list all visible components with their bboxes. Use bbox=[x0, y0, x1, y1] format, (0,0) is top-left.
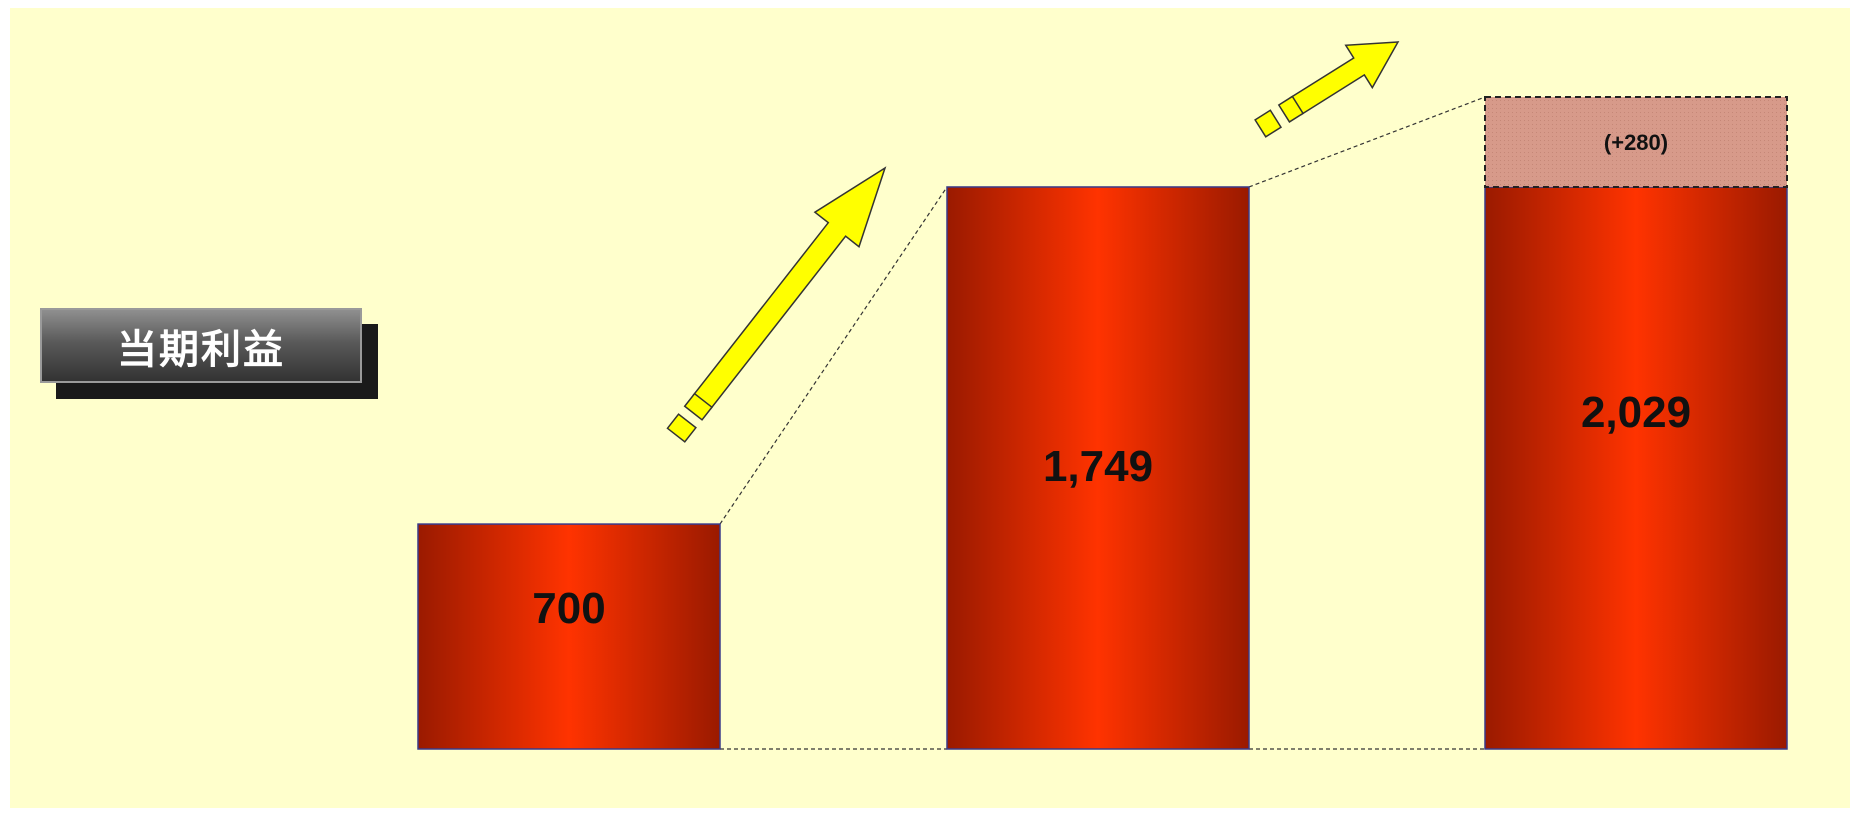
increment-label: (+280) bbox=[1604, 130, 1668, 155]
arrow-tail-dash bbox=[1277, 95, 1305, 123]
bar-2 bbox=[946, 186, 1250, 750]
profit-label: 当期利益 bbox=[40, 308, 362, 383]
bar-1 bbox=[417, 523, 721, 750]
growth-arrow-1 bbox=[666, 166, 887, 443]
data-labels: (+280) 700 1,749 2,029 bbox=[532, 130, 1691, 633]
growth-arrows bbox=[666, 41, 1400, 443]
bar-value-label: 1,749 bbox=[1043, 442, 1153, 491]
top-connector bbox=[1248, 96, 1486, 188]
bar-value-label: 700 bbox=[532, 584, 605, 633]
arrow-shaft bbox=[692, 166, 887, 410]
increment-texture bbox=[1485, 97, 1787, 187]
connector-lines bbox=[719, 96, 1486, 750]
top-connector bbox=[719, 186, 948, 525]
arrow-shaft bbox=[1289, 41, 1400, 116]
bars bbox=[417, 96, 1788, 750]
bar-3 bbox=[1484, 186, 1788, 750]
arrow-tail-dash bbox=[683, 392, 713, 421]
arrow-tail-dash bbox=[1254, 109, 1283, 138]
profit-label-box: 当期利益 bbox=[40, 308, 378, 399]
bar-value-label: 2,029 bbox=[1581, 388, 1691, 437]
arrow-tail-dash bbox=[666, 413, 697, 443]
growth-arrow-2 bbox=[1254, 41, 1400, 138]
